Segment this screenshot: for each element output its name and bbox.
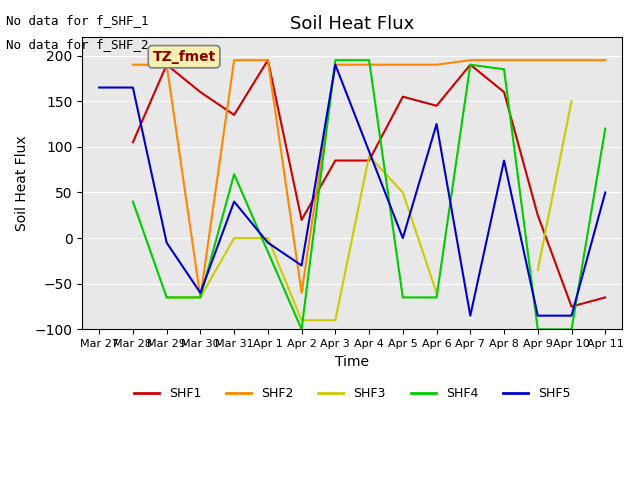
- Legend: SHF1, SHF2, SHF3, SHF4, SHF5: SHF1, SHF2, SHF3, SHF4, SHF5: [129, 382, 576, 405]
- X-axis label: Time: Time: [335, 355, 369, 369]
- Text: No data for f_SHF_1: No data for f_SHF_1: [6, 14, 149, 27]
- Text: No data for f_SHF_2: No data for f_SHF_2: [6, 38, 149, 51]
- Y-axis label: Soil Heat Flux: Soil Heat Flux: [15, 135, 29, 231]
- Title: Soil Heat Flux: Soil Heat Flux: [290, 15, 414, 33]
- Text: TZ_fmet: TZ_fmet: [152, 50, 216, 64]
